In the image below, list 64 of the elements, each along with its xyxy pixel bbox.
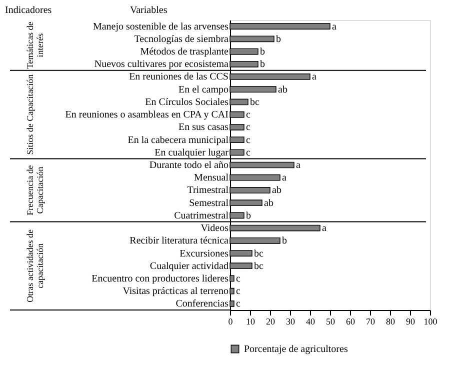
y-tick-label: En cualquier lugar [154, 147, 230, 158]
data-label: b [260, 59, 265, 70]
x-tick-label: 60 [346, 316, 356, 326]
data-label: c [246, 110, 251, 121]
y-tick-label: Mensual [194, 172, 229, 184]
data-label: bc [254, 260, 264, 272]
data-label: c [236, 286, 241, 298]
data-label: b [246, 210, 251, 222]
data-label: bc [254, 248, 264, 260]
text: Variables [130, 5, 168, 16]
y-tick-label: Encuentro con productores lideres [92, 273, 229, 284]
data-label: a [282, 172, 287, 184]
data-label: b [276, 34, 281, 45]
y-tick-label: Métodos de trasplante [140, 46, 230, 58]
data-label: ab [278, 84, 288, 96]
y-tick-label: En reuniones de las CCS [129, 72, 228, 83]
text: Sitios de Capacitación [25, 74, 35, 155]
data-label: c [246, 134, 251, 146]
data-label: a [332, 21, 337, 32]
x-tick-label: 20 [266, 316, 276, 326]
data-label: b [282, 236, 287, 247]
text: Otras actividades de capacitación [25, 229, 45, 302]
y-tick-label: Manejo sostenible de las arvenses [92, 21, 229, 32]
x-tick-label: 50 [326, 316, 336, 326]
text: Frecuencia de Capacitación [25, 165, 45, 216]
y-tick-label: Videos [200, 223, 229, 234]
y-tick-label: Excursiones [180, 248, 229, 260]
y-tick-label: Semestral [189, 198, 229, 209]
y-tick-label: Trimestral [187, 185, 229, 196]
legend-label: Porcentaje de agricultores [244, 344, 348, 355]
text: Indicadores [5, 5, 52, 16]
y-tick-label: Cualquier actividad [150, 260, 228, 272]
y-tick-label: Durante todo el año [149, 160, 228, 171]
y-tick-label: Visitas prácticas al terreno [122, 286, 228, 298]
data-label: a [296, 160, 301, 171]
data-label: a [322, 223, 327, 234]
y-tick-label: Nuevos cultivares por ecosistema [94, 59, 230, 70]
data-label: c [246, 147, 251, 158]
y-tick-label: Cuatrimestral [174, 210, 229, 222]
x-tick-label: 70 [366, 316, 376, 326]
data-label: c [236, 273, 241, 284]
data-label: ab [272, 185, 282, 196]
data-label: b [260, 46, 265, 58]
y-tick-label: Recibir literatura técnica [130, 236, 230, 247]
data-label: a [312, 72, 317, 83]
text: Temáticas de interés [25, 22, 45, 69]
data-label: bc [250, 96, 260, 108]
y-tick-label: Conferencias [176, 298, 229, 310]
y-tick-label: En reuniones o asambleas en CPA y CAI [65, 110, 228, 121]
y-tick-label: En la cabecera municipal [128, 134, 229, 146]
data-label: ab [264, 198, 274, 209]
x-tick-label: 100 [424, 316, 438, 326]
y-tick-label: En Círculos Sociales [145, 96, 229, 108]
x-tick-label: 40 [306, 316, 316, 326]
x-tick-label: 30 [286, 316, 296, 326]
y-tick-label: En sus casas [178, 122, 229, 134]
y-tick-label: Tecnologías de siembra [134, 34, 230, 45]
y-tick-label: En el campo [178, 84, 228, 96]
x-tick-label: 10 [246, 316, 256, 326]
data-label: c [246, 122, 251, 134]
x-tick-label: 90 [406, 316, 416, 326]
data-label: c [236, 298, 241, 310]
x-tick-label: 80 [386, 316, 396, 326]
x-tick-label: 0 [228, 316, 234, 326]
